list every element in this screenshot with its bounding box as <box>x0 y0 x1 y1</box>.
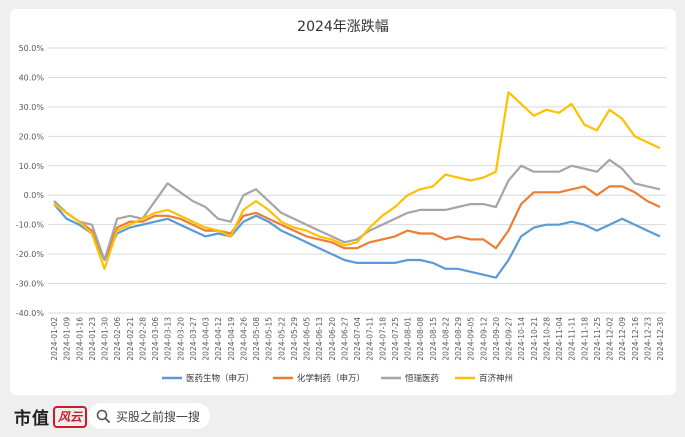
x-tick-label: 2024-01-02 <box>50 317 59 361</box>
legend-label: 医药生物（申万） <box>186 373 254 384</box>
x-tick-label: 2024-02-06 <box>113 317 122 361</box>
x-tick-label: 2024-10-21 <box>530 317 539 361</box>
series-line <box>53 203 661 279</box>
x-tick-label: 2024-03-13 <box>164 317 173 361</box>
chart-title: 2024年涨跌幅 <box>297 19 389 35</box>
x-tick-label: 2024-08-22 <box>441 317 450 361</box>
brand-stamp: 风云 <box>53 405 88 428</box>
x-tick-label: 2024-06-20 <box>328 317 337 361</box>
brand-logo[interactable]: 市值 风云 <box>14 404 88 429</box>
x-tick-label: 2024-10-28 <box>542 317 551 361</box>
y-tick-label: 30.0% <box>19 103 45 112</box>
x-tick-label: 2024-07-25 <box>391 317 400 361</box>
series-line <box>53 185 661 262</box>
x-tick-label: 2024-09-05 <box>467 317 476 361</box>
series-line <box>53 91 661 270</box>
x-tick-label: 2024-08-15 <box>429 317 438 361</box>
x-tick-label: 2024-06-13 <box>315 317 324 361</box>
search-placeholder: 买股之前搜一搜 <box>116 409 201 424</box>
x-tick-label: 2024-01-30 <box>101 317 110 361</box>
y-tick-label: -10.0% <box>16 221 45 230</box>
x-tick-label: 2024-04-03 <box>202 317 211 361</box>
x-tick-label: 2024-12-09 <box>618 317 627 361</box>
x-tick-label: 2024-02-21 <box>126 317 135 361</box>
legend-label: 化学制药（申万） <box>297 373 365 384</box>
x-tick-label: 2024-05-22 <box>277 317 286 361</box>
x-tick-label: 2024-12-30 <box>656 317 665 361</box>
x-tick-label: 2024-09-12 <box>479 317 488 361</box>
line-chart: 2024年涨跌幅 50.0% 40.0% 30.0% 20.0% 10.0% 0.0% -10… <box>16 19 666 384</box>
x-tick-label: 2024-08-01 <box>404 317 413 361</box>
y-tick-label: -40.0% <box>16 309 45 318</box>
x-tick-label: 2024-05-29 <box>290 317 299 361</box>
x-tick-label: 2024-11-04 <box>555 317 564 361</box>
x-tick-label: 2024-12-16 <box>631 317 640 361</box>
x-tick-label: 2024-03-20 <box>176 317 185 361</box>
x-tick-label: 2024-02-28 <box>138 317 147 361</box>
brand-name: 市值 <box>14 409 50 429</box>
x-tick-label: 2024-05-15 <box>265 317 274 361</box>
y-tick-label: 0.0% <box>24 191 45 200</box>
chart-card: 2024年涨跌幅 50.0% 40.0% 30.0% 20.0% 10.0% 0.0% -10… <box>10 9 676 395</box>
x-tick-label: 2024-07-11 <box>366 317 375 361</box>
x-tick-label: 2024-01-16 <box>75 317 84 361</box>
x-tick-label: 2024-11-11 <box>568 317 577 361</box>
y-tick-label: 20.0% <box>19 132 45 141</box>
series-line <box>53 158 661 262</box>
legend-label: 恒瑞医药 <box>405 373 439 384</box>
x-tick-label: 2024-08-29 <box>454 317 463 361</box>
x-tick-label: 2024-09-27 <box>505 317 514 361</box>
search-icon <box>96 409 110 423</box>
x-tick-label: 2024-06-05 <box>303 317 312 361</box>
x-tick-label: 2024-10-14 <box>517 317 526 361</box>
footer-bar: 市值 风云 买股之前搜一搜 <box>0 395 685 437</box>
y-tick-label: 50.0% <box>19 44 45 53</box>
legend-label: 百济神州 <box>479 373 513 384</box>
x-tick-label: 2024-03-06 <box>151 317 160 361</box>
y-tick-label: -20.0% <box>16 250 45 259</box>
x-tick-label: 2024-12-02 <box>606 317 615 361</box>
x-tick-label: 2024-04-19 <box>227 317 236 361</box>
x-tick-label: 2024-09-20 <box>492 317 501 361</box>
x-tick-label: 2024-12-23 <box>643 317 652 361</box>
search-input[interactable]: 买股之前搜一搜 <box>88 403 210 429</box>
y-tick-label: -30.0% <box>16 280 45 289</box>
x-tick-label: 2024-07-04 <box>353 317 362 361</box>
x-tick-label: 2024-01-23 <box>88 317 97 361</box>
x-tick-label: 2024-04-12 <box>214 317 223 361</box>
x-tick-label: 2024-05-08 <box>252 317 261 361</box>
x-tick-label: 2024-01-09 <box>63 317 72 361</box>
x-tick-label: 2024-03-27 <box>189 317 198 361</box>
y-tick-label: 40.0% <box>19 73 45 82</box>
x-tick-label: 2024-04-26 <box>239 317 248 361</box>
x-tick-label: 2024-11-18 <box>580 317 589 361</box>
x-tick-label: 2024-11-25 <box>593 317 602 361</box>
x-tick-label: 2024-06-27 <box>340 317 349 361</box>
x-tick-label: 2024-08-08 <box>416 317 425 361</box>
y-tick-label: 10.0% <box>19 162 45 171</box>
x-tick-label: 2024-07-18 <box>378 317 387 361</box>
